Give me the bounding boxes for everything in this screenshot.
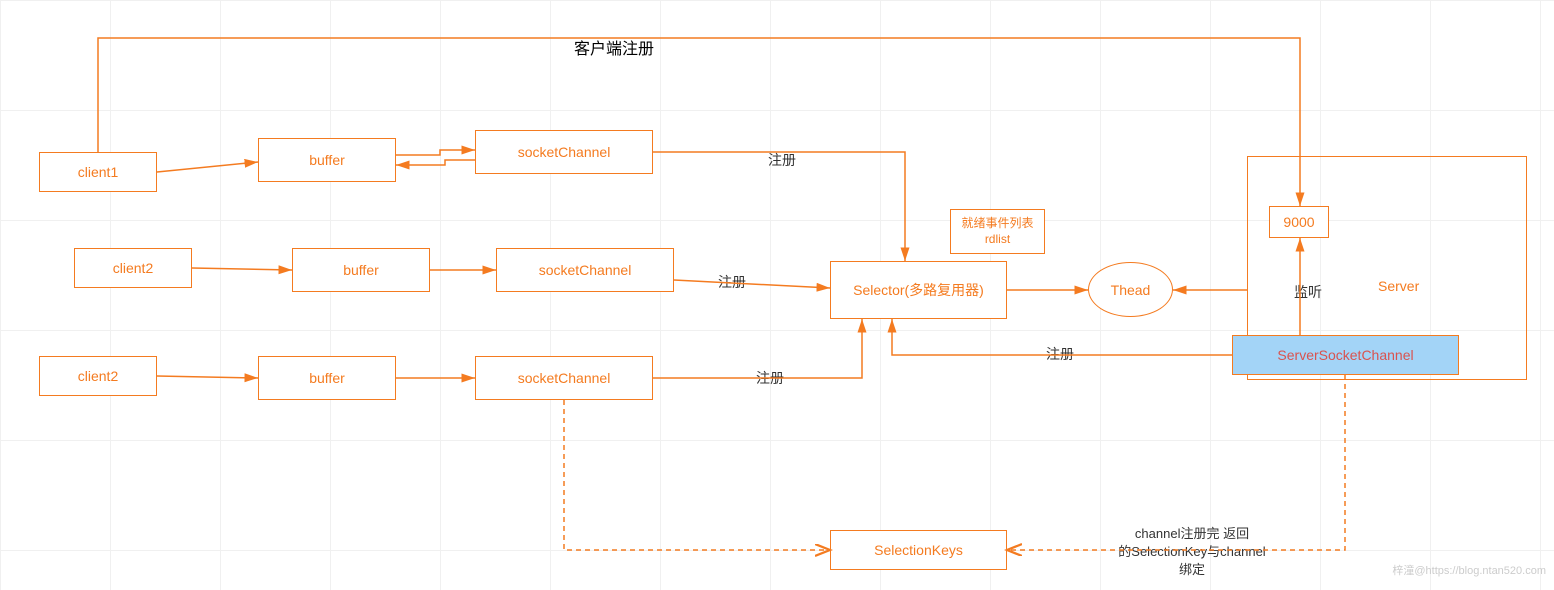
- node-client2a: client2: [74, 248, 192, 288]
- edge-label-listen: 监听: [1294, 282, 1322, 302]
- node-socketchannel3: socketChannel: [475, 356, 653, 400]
- node-selector: Selector(多路复用器): [830, 261, 1007, 319]
- node-rdlist: 就绪事件列表 rdlist: [950, 209, 1045, 254]
- node-selectionkeys: SelectionKeys: [830, 530, 1007, 570]
- diagram-title: 客户端注册: [574, 35, 654, 59]
- edge-label-reg1: 注册: [768, 150, 796, 170]
- server-label: Server: [1378, 278, 1419, 294]
- node-client1: client1: [39, 152, 157, 192]
- node-thread: Thead: [1088, 262, 1173, 317]
- edge-label-reg2: 注册: [715, 272, 749, 292]
- edge-label-reg3: 注册: [756, 368, 784, 388]
- edge-note: channel注册完 返回 的SelectionKey与channel 绑定: [1092, 525, 1292, 580]
- node-socketchannel1: socketChannel: [475, 130, 653, 174]
- watermark: 梓潼@https://blog.ntan520.com: [1392, 562, 1546, 578]
- node-port-9000: 9000: [1269, 206, 1329, 238]
- node-buffer2: buffer: [292, 248, 430, 292]
- node-client2b: client2: [39, 356, 157, 396]
- node-serversocketchannel: ServerSocketChannel: [1232, 335, 1459, 375]
- node-buffer3: buffer: [258, 356, 396, 400]
- node-buffer1: buffer: [258, 138, 396, 182]
- node-socketchannel2: socketChannel: [496, 248, 674, 292]
- edge-label-reg4: 注册: [1046, 344, 1074, 364]
- title-text: 客户端注册: [574, 41, 654, 58]
